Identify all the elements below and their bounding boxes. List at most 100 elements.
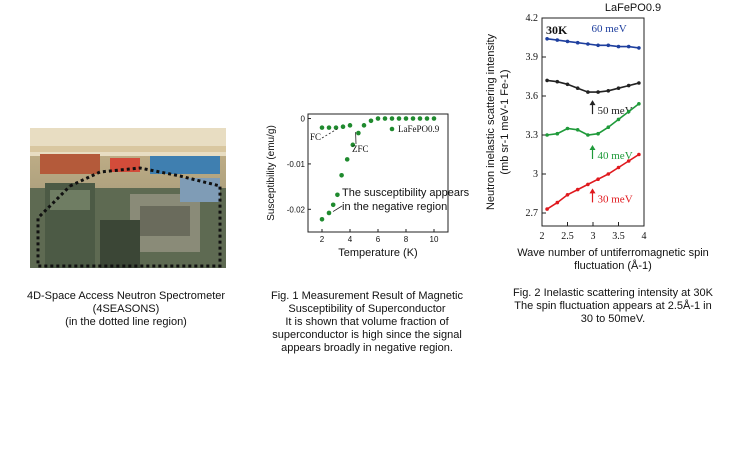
series-point [555,79,560,84]
y-tick-label: -0.02 [287,205,306,214]
series-point [637,152,641,157]
fig1-caption-line: Susceptibility of Superconductor [288,303,446,315]
y-tick-label: 3.6 [526,91,539,102]
spectrometer-illustration [30,128,226,268]
fig2-caption-line: The spin fluctuation appears at 2.5Å-1 i… [514,300,712,312]
fig1-caption-line: appears broadly in negative region. [281,342,453,354]
spectrometer-photo [30,128,226,268]
susceptibility-chart: 2 4 6 8 10 0 -0.01 -0.02 Susceptibility (emu/g)… [266,113,470,259]
zfc-point [389,116,395,121]
x-tick-label: 10 [430,235,439,244]
fc-point [326,125,332,130]
fc-point [319,125,325,130]
zfc-point [403,116,409,121]
series-arrowhead [589,145,596,150]
series-line [546,38,640,49]
photo-caption-line: (4SEASONS) [92,303,160,315]
series-label: 40 meV [598,150,633,162]
series-point [606,43,611,48]
series-point [586,90,590,94]
zfc-point [326,210,332,216]
series-line [546,79,640,93]
zfc-point [361,123,367,128]
zfc-point [368,118,374,124]
series-label: 50 meV [598,105,633,117]
x-axis-label-unit: fluctuation (Å-1) [574,259,652,272]
y-axis-unit: (mb sr-1 meV-1 Fe-1) [499,69,511,174]
series-point [555,200,560,205]
series-point [637,102,641,106]
chart-title: LaFePO0.9 [605,2,661,14]
y-tick-label: 0 [301,115,306,124]
series-point [575,128,580,132]
series-point [606,172,611,176]
series-point [586,42,590,46]
x-tick-label: 8 [404,235,409,244]
series-line [546,153,640,210]
series-point [596,131,600,136]
series-point [616,86,621,90]
series-point [616,165,621,170]
series-point [575,86,580,90]
series-point [586,182,590,187]
series-point [616,117,621,122]
y-axis-label: Susceptibility (emu/g) [266,125,277,221]
zfc-point [417,116,423,121]
zfc-point [330,202,336,208]
fig2-caption-line: 30 to 50meV. [580,313,646,325]
fig1-caption-line: Fig. 1 Measurement Result of Magnetic [271,290,463,302]
annotation-line: The susceptibility appears [342,187,470,199]
series-line [546,103,640,136]
series-label: 30 meV [598,193,633,205]
zfc-point [424,116,430,121]
zfc-point [396,116,402,121]
y-tick-label: 2.7 [526,208,539,219]
fig1-caption-line: It is shown that volume fraction of [285,316,449,328]
x-tick-label: 3.5 [612,231,625,242]
fig2-caption-line: Fig. 2 Inelastic scattering intensity at… [513,287,713,299]
series-point [626,159,631,163]
series-label: 60 meV [592,23,627,35]
zfc-point [344,157,350,162]
x-axis-label: Wave number of untiferromagnetic spin [517,247,709,259]
series-point [545,133,549,137]
fc-point [347,123,353,128]
y-tick-label: 4.2 [526,13,539,24]
zfc-point [339,172,344,178]
x-tick-label: 6 [376,235,381,244]
fig2-caption: Fig. 2 Inelastic scattering intensity at… [488,287,738,326]
legend: LaFePO0.9 [389,124,440,134]
x-tick-label: 4 [642,231,647,242]
series-point [545,207,549,211]
series-point [616,44,621,49]
zfc-point [410,116,416,121]
series-point [545,78,549,83]
zfc-point [356,130,361,136]
series-point [626,44,631,49]
series-point [545,37,549,41]
series-point [626,83,631,88]
series-point [575,187,580,192]
series-point [575,40,580,45]
legend-marker [389,126,395,132]
zfc-point [375,116,381,121]
x-tick-label: 2.5 [561,231,574,242]
x-tick-label: 2 [540,231,545,242]
series-arrowhead [589,188,596,194]
y-tick-label: 3 [533,169,538,180]
x-axis-label: Temperature (K) [338,247,417,259]
series-point [565,193,570,197]
series-point [606,89,611,93]
x-tick-label: 3 [591,231,596,242]
y-axis-label: Neutron inelastic scattering intensity [485,33,497,210]
fc-point [340,124,346,130]
fig1-caption-line: superconductor is high since the signal [272,329,462,341]
annotation-line: in the negative region [342,201,447,213]
y-tick-label: 3.9 [526,52,539,63]
series-point [596,177,600,181]
series-point [586,133,590,137]
photo-caption: 4D-Space Access Neutron Spectrometer (4S… [10,290,242,329]
photo-caption-line: 4D-Space Access Neutron Spectrometer [26,290,226,302]
series-arrowhead [589,100,596,106]
photo-caption-line: (in the dotted line region) [65,316,187,328]
